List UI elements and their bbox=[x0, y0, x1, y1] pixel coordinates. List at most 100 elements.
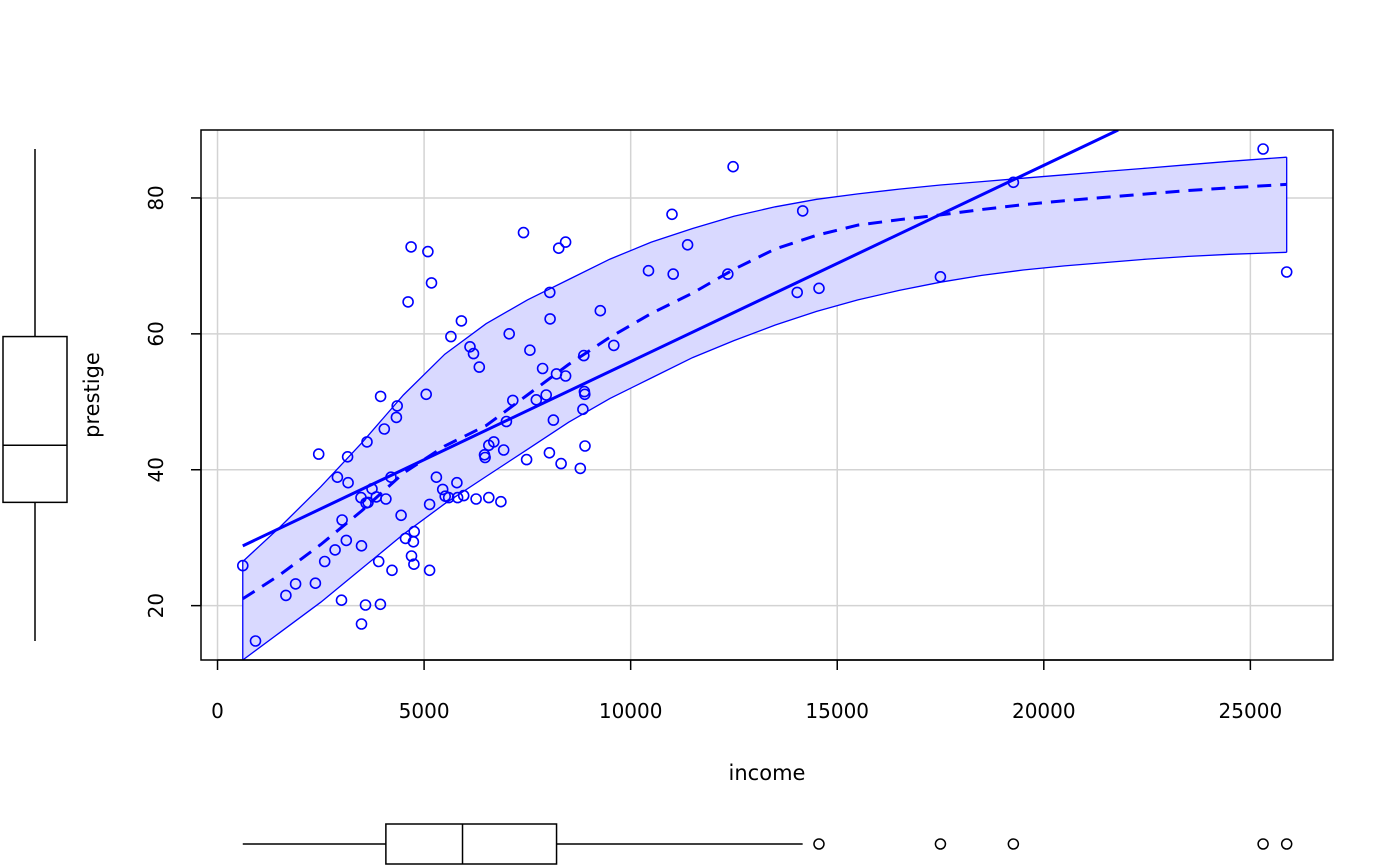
data-point bbox=[503, 327, 516, 340]
data-point bbox=[796, 205, 809, 217]
data-point bbox=[479, 451, 491, 464]
data-point bbox=[457, 489, 470, 502]
data-point bbox=[681, 239, 694, 251]
data-point bbox=[607, 339, 620, 352]
data-point bbox=[577, 349, 590, 362]
data-point bbox=[378, 423, 391, 435]
data-point bbox=[340, 534, 353, 547]
x-axis-label: income bbox=[729, 761, 806, 785]
income-outlier bbox=[813, 838, 825, 850]
data-point bbox=[405, 241, 417, 253]
income-outlier bbox=[1007, 838, 1020, 850]
data-point bbox=[442, 491, 455, 504]
data-point bbox=[395, 509, 407, 522]
data-point bbox=[487, 436, 500, 448]
data-point bbox=[329, 544, 341, 556]
data-point bbox=[331, 471, 344, 484]
data-point bbox=[559, 236, 572, 248]
smooth-fit-line bbox=[241, 182, 1287, 601]
y-axis: 20 40 60 80 bbox=[144, 185, 202, 618]
data-point bbox=[524, 344, 536, 357]
income-outlier bbox=[1280, 838, 1293, 850]
data-point bbox=[578, 388, 591, 401]
x-tick-label: 10000 bbox=[599, 699, 663, 723]
data-point bbox=[445, 330, 457, 343]
data-point bbox=[667, 268, 680, 280]
data-point bbox=[543, 446, 556, 459]
data-point bbox=[642, 264, 655, 277]
data-point bbox=[249, 635, 262, 647]
data-point bbox=[482, 491, 495, 504]
data-point bbox=[405, 550, 418, 562]
income-outlier bbox=[1257, 838, 1269, 850]
data-point bbox=[666, 208, 678, 221]
data-point bbox=[577, 403, 589, 416]
data-point bbox=[497, 444, 510, 456]
data-point bbox=[386, 564, 398, 577]
data-point bbox=[423, 498, 436, 511]
data-point bbox=[543, 286, 556, 299]
data-point bbox=[559, 370, 572, 382]
data-point bbox=[374, 598, 387, 611]
income-box bbox=[385, 823, 558, 865]
data-point bbox=[422, 245, 434, 258]
data-point bbox=[361, 436, 373, 448]
data-point bbox=[359, 599, 372, 611]
data-point bbox=[374, 390, 387, 403]
x-axis: 0 5000 10000 15000 20000 25000 bbox=[211, 659, 1283, 723]
data-point bbox=[470, 493, 482, 505]
data-point bbox=[430, 471, 443, 484]
x-tick-label: 25000 bbox=[1219, 699, 1283, 723]
y-tick-label: 80 bbox=[144, 185, 168, 210]
data-point bbox=[408, 558, 420, 571]
data-point bbox=[464, 340, 476, 353]
data-point bbox=[420, 388, 433, 401]
data-point bbox=[547, 414, 560, 426]
data-point bbox=[312, 448, 325, 460]
x-tick-label: 15000 bbox=[805, 699, 869, 723]
data-point bbox=[336, 514, 348, 526]
data-point bbox=[436, 483, 449, 496]
data-point bbox=[355, 618, 368, 630]
data-point bbox=[451, 491, 464, 504]
data-point bbox=[552, 242, 565, 254]
y-tick-label: 60 bbox=[144, 321, 168, 346]
data-point bbox=[341, 450, 354, 463]
data-point bbox=[237, 559, 249, 572]
data-point bbox=[517, 226, 530, 239]
data-point bbox=[520, 453, 533, 466]
data-point bbox=[473, 361, 486, 373]
data-point bbox=[451, 476, 463, 489]
income-outlier bbox=[934, 838, 947, 850]
fit-lines bbox=[241, 130, 1287, 601]
data-point bbox=[813, 282, 825, 295]
data-point bbox=[579, 440, 591, 452]
confidence-band bbox=[242, 156, 1288, 661]
data-point bbox=[536, 362, 549, 375]
linear-fit-line bbox=[242, 130, 1119, 548]
data-point bbox=[934, 270, 947, 283]
data-point bbox=[280, 589, 292, 602]
data-point bbox=[390, 411, 403, 424]
data-point bbox=[495, 495, 507, 508]
prestige-boxplot bbox=[2, 149, 68, 641]
data-point bbox=[1257, 143, 1269, 155]
data-point bbox=[467, 347, 480, 360]
data-point bbox=[425, 277, 438, 289]
data-point bbox=[309, 577, 322, 590]
data-point bbox=[335, 594, 348, 607]
data-point bbox=[791, 286, 804, 299]
confidence-band-fill bbox=[242, 157, 1287, 660]
data-point bbox=[342, 476, 354, 489]
data-point bbox=[391, 400, 404, 412]
data-point bbox=[408, 525, 421, 538]
data-point bbox=[372, 555, 385, 568]
data-point bbox=[727, 160, 739, 173]
data-point bbox=[544, 313, 556, 325]
data-point bbox=[380, 493, 392, 505]
y-axis-label: prestige bbox=[80, 352, 104, 438]
data-point bbox=[1280, 266, 1293, 278]
x-tick-label: 0 bbox=[211, 699, 224, 723]
x-tick-label: 20000 bbox=[1012, 699, 1076, 723]
